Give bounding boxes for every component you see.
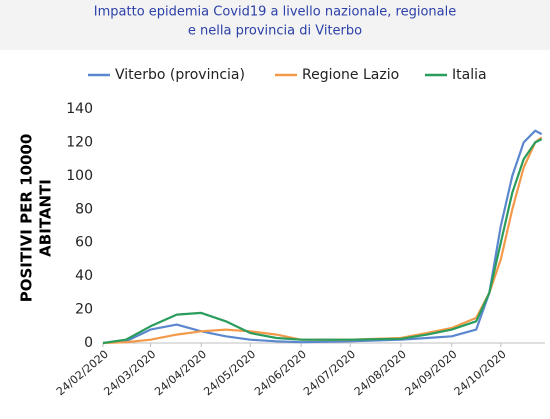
legend-label: Italia — [452, 67, 487, 83]
y-axis-label: POSITIVI PER 10000 — [18, 134, 36, 303]
legend-label: Viterbo (provincia) — [115, 67, 245, 83]
y-tick-label: 40 — [75, 268, 93, 284]
y-tick-label: 80 — [75, 201, 93, 217]
y-tick-label: 140 — [66, 101, 93, 117]
chart-title: Impatto epidemia Covid19 a livello nazio… — [94, 5, 456, 20]
series-line — [102, 129, 543, 345]
y-tick-label: 100 — [66, 168, 93, 184]
y-tick-label: 20 — [75, 302, 93, 318]
header-band — [0, 0, 550, 50]
y-axis-label: ABITANTI — [37, 179, 55, 257]
series-line — [102, 138, 543, 345]
y-tick-label: 120 — [66, 134, 93, 150]
y-tick-label: 60 — [75, 235, 93, 251]
chart-title: e nella provincia di Viterbo — [188, 24, 362, 39]
chart-area — [0, 50, 550, 419]
y-tick-label: 0 — [84, 335, 93, 351]
legend-label: Regione Lazio — [302, 67, 399, 83]
